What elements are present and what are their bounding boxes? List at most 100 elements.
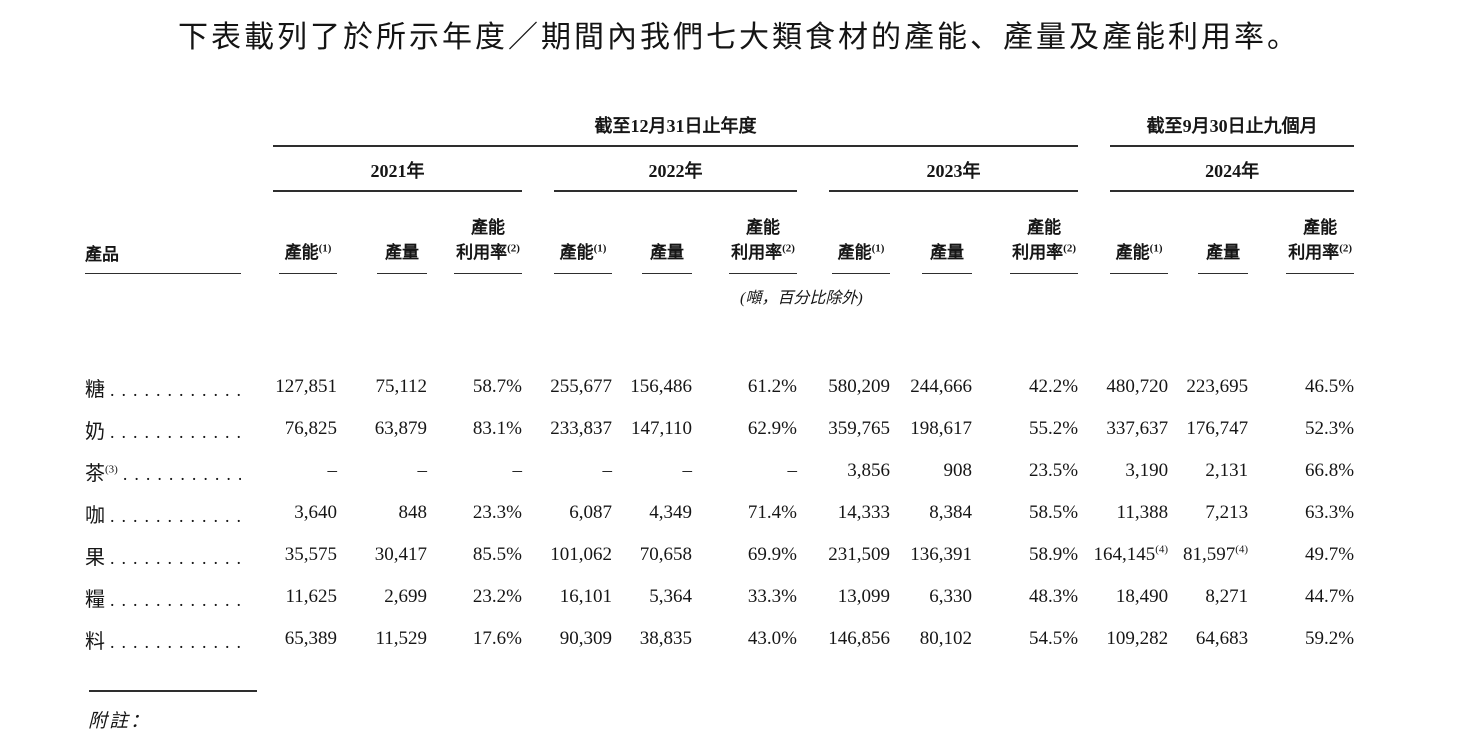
value-cell: 231,509: [828, 544, 890, 565]
product-label: 茶: [85, 462, 105, 485]
value-cell: 81,597(4): [1168, 534, 1248, 576]
period-header-row: 截至12月31日止年度 截至9月30日止九個月: [85, 106, 1355, 147]
value-cell: 176,747: [1186, 418, 1249, 439]
product-cell: 料............: [85, 618, 241, 660]
value-cell: 83.1%: [472, 418, 522, 439]
value-cell: 59.2%: [1305, 628, 1355, 649]
value-cell: 65,389: [284, 628, 337, 649]
value-cell: 3,640: [294, 502, 337, 523]
value-cell: 23.2%: [472, 586, 522, 607]
value-cell: 127,851: [275, 376, 337, 397]
col-header-capacity: 產能(1): [797, 192, 890, 274]
value-cell: –: [682, 460, 693, 481]
value-cell: 23.5%: [1029, 460, 1079, 481]
value-cell: 164,145(4): [1078, 534, 1169, 576]
table-row: 糧............ 11,625 2,699 23.2% 16,101 5,364…: [85, 576, 1354, 618]
year-label: 2023年: [829, 147, 1079, 192]
table-row: 奶............ 76,825 63,879 83.1% 233,837 147…: [85, 408, 1354, 450]
dot-leader: ............: [110, 547, 241, 568]
value-cell: 223,695: [1186, 376, 1249, 397]
value-cell: 85.5%: [472, 544, 522, 565]
value-cell: 156,486: [630, 376, 692, 397]
header-label: 產量: [642, 241, 692, 274]
footnote-ref: (1): [593, 242, 607, 255]
footnote-ref: (4): [1235, 543, 1249, 556]
header-label: 利用率: [456, 242, 508, 262]
table-row: 茶(3)........... – – – – – – 3,856 908 23.5% 3,190 2…: [85, 450, 1354, 492]
value-cell: 33.3%: [747, 586, 797, 607]
col-header-product: 產品: [85, 192, 241, 274]
year-header-row: 2021年 2022年 2023年 2024年: [85, 147, 1355, 192]
dot-leader: ...........: [122, 463, 241, 484]
value-cell: 4,349: [649, 502, 692, 523]
value-cell: 3,190: [1125, 460, 1169, 481]
value-cell: 62.9%: [747, 418, 797, 439]
header-label: 產量: [922, 241, 972, 274]
product-cell: 糧............: [85, 576, 241, 618]
period-header-nine-months: 截至9月30日止九個月: [1078, 106, 1355, 147]
value-cell: 44.7%: [1305, 586, 1355, 607]
notes-heading: 附註：: [88, 711, 152, 732]
value-cell: 30,417: [374, 544, 427, 565]
unit-note-row: (噸，百分比除外): [85, 274, 1354, 309]
value-cell: 2,699: [384, 586, 427, 607]
product-label: 糖: [85, 378, 105, 401]
value-cell: 11,625: [285, 586, 337, 607]
value-cell: 7,213: [1205, 502, 1249, 523]
value-cell: 55.2%: [1029, 418, 1079, 439]
value-cell: 23.3%: [472, 502, 522, 523]
value-cell: 11,388: [1116, 502, 1169, 523]
value-text: 164,145: [1093, 544, 1156, 565]
col-header-capacity: 產能(1): [241, 192, 337, 274]
footnote-ref: (2): [1339, 242, 1353, 255]
col-header-capacity: 產能(1): [522, 192, 612, 274]
dot-leader: ............: [110, 421, 241, 442]
col-header-output: 產量: [612, 192, 692, 274]
value-cell: –: [787, 460, 798, 481]
col-header-utilization: 產能 利用率(2): [692, 192, 797, 274]
value-cell: 80,102: [919, 628, 972, 649]
header-label: 產能: [471, 218, 505, 238]
header-label: 產能: [837, 242, 872, 262]
value-cell: 64,683: [1195, 628, 1249, 649]
value-cell: 38,835: [639, 628, 692, 649]
value-cell: 11,529: [375, 628, 427, 649]
value-cell: 76,825: [284, 418, 337, 439]
value-cell: 480,720: [1106, 376, 1169, 397]
value-cell: 42.2%: [1029, 376, 1079, 397]
value-cell: 52.3%: [1305, 418, 1355, 439]
header-label: 利用率: [731, 242, 783, 262]
year-header-2023: 2023年: [797, 147, 1079, 192]
product-label: 糧: [85, 588, 105, 611]
product-label: 果: [85, 546, 105, 569]
footnote-ref: (1): [318, 242, 332, 255]
value-cell: 63,879: [374, 418, 427, 439]
col-header-capacity: 產能(1): [1078, 192, 1169, 274]
header-label: 產量: [1198, 241, 1249, 274]
footnote-ref: (2): [507, 242, 520, 255]
value-cell: 101,062: [550, 544, 612, 565]
page-title: 下表載列了於所示年度／期間內我們七大類食材的產能、產量及產能利用率。: [178, 21, 1300, 54]
value-cell: 46.5%: [1305, 376, 1355, 397]
header-label: 產能: [1027, 218, 1062, 238]
value-cell: 848: [398, 502, 428, 523]
col-header-utilization: 產能 利用率(2): [1248, 192, 1355, 274]
year-header-2022: 2022年: [522, 147, 797, 192]
value-cell: 70,658: [639, 544, 692, 565]
period-label: 截至9月30日止九個月: [1110, 112, 1355, 147]
year-label: 2022年: [554, 147, 797, 192]
value-cell: 109,282: [1106, 628, 1169, 649]
value-cell: 90,309: [559, 628, 612, 649]
value-cell: 13,099: [837, 586, 890, 607]
value-cell: 337,637: [1106, 418, 1169, 439]
header-label: 產能: [1115, 242, 1150, 262]
value-cell: 198,617: [910, 418, 972, 439]
empty-cell: [85, 106, 241, 147]
year-label: 2024年: [1110, 147, 1355, 192]
table-row: 咖............ 3,640 848 23.3% 6,087 4,349 71.4…: [85, 492, 1354, 534]
col-header-utilization: 產能 利用率(2): [972, 192, 1079, 274]
header-label: 利用率: [1288, 242, 1340, 262]
header-label: 產量: [377, 241, 427, 274]
product-cell: 糖............: [85, 366, 241, 408]
year-header-2024: 2024年: [1078, 147, 1355, 192]
